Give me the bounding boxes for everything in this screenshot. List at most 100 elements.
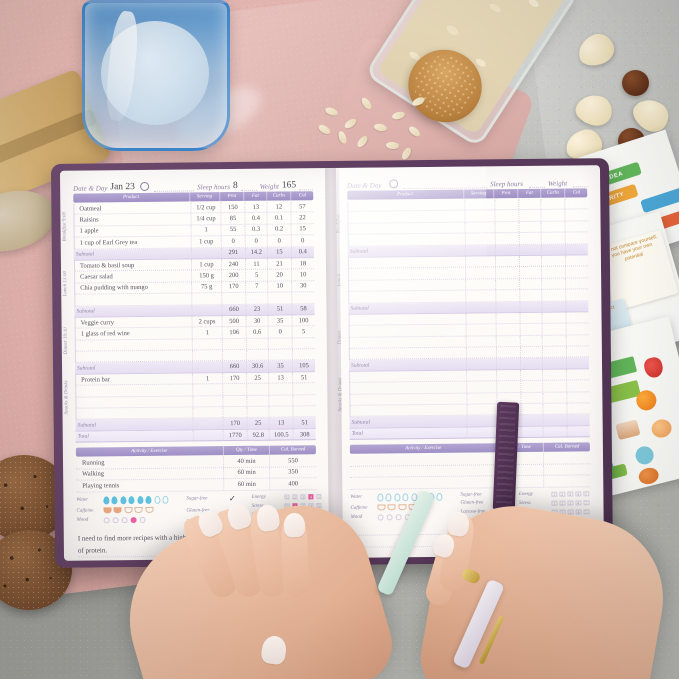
cell-cal[interactable] — [567, 335, 589, 346]
cell-carbs[interactable]: 0.2 — [267, 224, 292, 235]
cell-carbs[interactable]: 12 — [267, 201, 292, 213]
cell-prot[interactable]: 106 — [222, 327, 247, 338]
scale-box-3[interactable]: 3 — [300, 493, 306, 500]
cell-serving[interactable] — [465, 210, 496, 222]
activity-cell-1[interactable]: 60 min — [224, 478, 271, 490]
cell-fat[interactable] — [519, 221, 542, 233]
cell-prot[interactable] — [223, 395, 248, 407]
cell-serving[interactable] — [192, 293, 223, 304]
mood-face-icon[interactable] — [121, 516, 128, 524]
sticker-mint-badge[interactable] — [633, 444, 656, 467]
cell-product[interactable] — [348, 336, 467, 348]
cell-serving[interactable] — [466, 279, 497, 290]
cell-fat[interactable]: 25 — [247, 372, 270, 384]
cell-serving[interactable] — [193, 395, 224, 407]
activity-cell-1[interactable]: 40 min — [223, 456, 271, 467]
cell-carbs[interactable]: 10 — [268, 281, 293, 292]
cell-fat[interactable] — [247, 383, 270, 395]
cell-cal[interactable]: 57 — [299, 202, 306, 211]
cell-carbs[interactable] — [269, 406, 294, 418]
cell-cal[interactable] — [567, 324, 589, 335]
water-drop-icon[interactable] — [436, 492, 443, 501]
cell-cal[interactable] — [566, 232, 588, 243]
cell-carbs[interactable] — [542, 266, 567, 278]
cell-serving[interactable] — [466, 324, 497, 336]
scale-box-3[interactable]: 3 — [567, 500, 574, 506]
cell-fat[interactable] — [519, 198, 542, 210]
cell-cal[interactable] — [567, 381, 589, 392]
cell-prot[interactable]: 55 — [221, 224, 246, 236]
water-tracker[interactable]: Water — [76, 495, 169, 504]
activity-cell-2[interactable]: 350 — [288, 468, 299, 476]
cell-carbs[interactable] — [542, 278, 567, 289]
cell-carbs[interactable] — [541, 221, 566, 232]
cell-serving[interactable] — [465, 222, 496, 233]
cell-product[interactable] — [349, 393, 468, 405]
cell-product[interactable]: Caesar salad — [74, 270, 193, 283]
cell-carbs[interactable]: 13 — [269, 372, 294, 383]
cell-serving[interactable] — [193, 384, 224, 396]
sticker-cake-icon[interactable] — [615, 419, 641, 441]
mood-face-icon[interactable] — [139, 516, 146, 524]
cell-product[interactable]: Oatmeal — [73, 202, 192, 215]
scale-box-4[interactable]: 4 — [308, 493, 314, 500]
cell-serving[interactable]: 1 cup — [191, 236, 222, 248]
scale-box-1[interactable]: 1 — [284, 494, 290, 500]
cell-serving[interactable] — [467, 381, 498, 393]
cell-serving[interactable] — [466, 347, 497, 359]
cell-product[interactable] — [347, 199, 466, 212]
cell-prot[interactable]: 200 — [222, 270, 247, 281]
cell-cal[interactable] — [566, 221, 588, 232]
caffeine-tracker[interactable]: Caffeine — [77, 506, 169, 514]
water-drop-icon[interactable] — [102, 495, 109, 504]
cell-prot[interactable] — [496, 290, 521, 301]
cell-carbs[interactable]: 21 — [267, 258, 293, 270]
weight-fill-line[interactable] — [573, 177, 588, 188]
cell-product[interactable]: Tomato & basil soup — [73, 259, 193, 272]
cell-cal[interactable]: 10 — [299, 271, 307, 279]
cell-product[interactable]: 1 glass of red wine — [74, 327, 193, 340]
cell-serving[interactable] — [466, 267, 497, 279]
cell-carbs[interactable] — [541, 198, 566, 210]
cell-serving[interactable]: 75 g — [192, 281, 223, 293]
cell-carbs[interactable] — [268, 292, 293, 304]
cell-cal[interactable]: 51 — [300, 373, 308, 381]
cell-prot[interactable] — [495, 221, 520, 233]
coffee-cup-icon[interactable] — [387, 504, 396, 511]
cell-serving[interactable] — [192, 338, 223, 350]
sticker-pumpkin-icon[interactable] — [637, 465, 661, 487]
cell-prot[interactable]: 500 — [222, 315, 247, 327]
cell-serving[interactable]: 2 cups — [192, 316, 223, 327]
cell-prot[interactable] — [223, 384, 248, 395]
cell-fat[interactable]: 0.4 — [245, 213, 268, 224]
sleep-fill-line[interactable] — [240, 180, 257, 191]
cell-product[interactable] — [75, 384, 194, 397]
cell-product[interactable] — [349, 404, 468, 417]
water-drop-icon[interactable] — [111, 495, 118, 504]
mood-face-icon[interactable] — [377, 514, 384, 521]
day-circle-icon[interactable] — [139, 181, 149, 192]
cell-product[interactable] — [75, 407, 194, 420]
activity-row[interactable] — [350, 475, 591, 490]
cell-serving[interactable] — [465, 256, 496, 267]
cell-fat[interactable] — [520, 335, 543, 347]
cell-fat[interactable] — [247, 395, 270, 406]
cell-fat[interactable] — [521, 381, 544, 392]
cell-serving[interactable] — [466, 290, 497, 302]
cell-cal[interactable] — [293, 349, 315, 360]
water-drop-icon[interactable] — [162, 495, 169, 504]
cell-cal[interactable] — [566, 289, 588, 300]
cell-prot[interactable] — [496, 324, 521, 335]
cell-cal[interactable] — [567, 346, 589, 357]
coffee-cup-icon[interactable] — [123, 507, 133, 514]
scale-box-4[interactable]: 4 — [575, 508, 582, 515]
cell-serving[interactable]: 1 — [193, 373, 224, 384]
cell-serving[interactable] — [465, 199, 496, 210]
cell-prot[interactable] — [497, 381, 522, 392]
cell-serving[interactable]: 1 — [191, 224, 222, 236]
cell-carbs[interactable] — [269, 383, 294, 395]
cell-cal[interactable] — [293, 383, 315, 394]
cell-serving[interactable] — [466, 313, 497, 324]
